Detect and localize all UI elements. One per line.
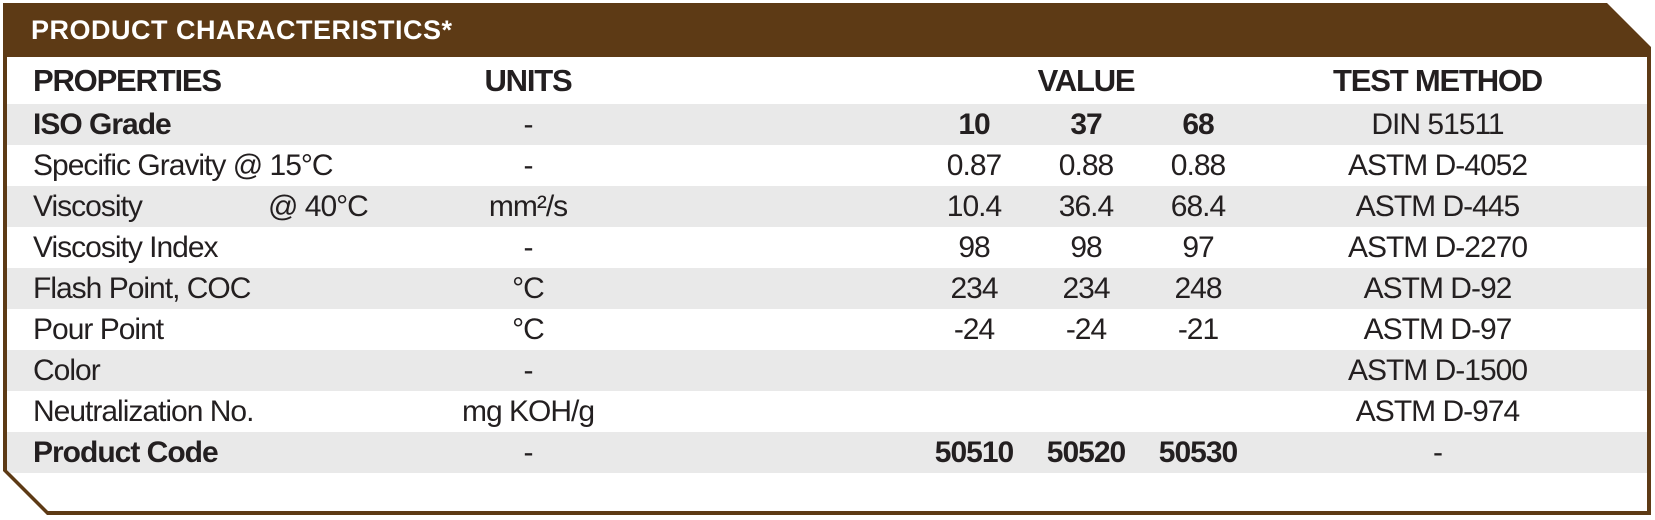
test-method-cell: ASTM D-97	[1363, 312, 1512, 346]
value-cell-grade-1: 0.87	[946, 148, 1002, 182]
property-name: Viscosity Index	[33, 230, 218, 264]
units-cell: -	[523, 148, 533, 182]
table-row: Viscosity @ 40°C mm²/s 10.4 36.4 68.4 AS…	[7, 186, 1647, 227]
test-method-cell: ASTM D-974	[1355, 394, 1520, 428]
value-cell-grade-2: 37	[1070, 107, 1102, 141]
characteristics-table: PROPERTIES UNITS VALUE TEST METHOD ISO G…	[7, 57, 1647, 511]
property-cell: Color	[33, 354, 393, 388]
test-method-cell: ASTM D-92	[1363, 271, 1512, 305]
value-cell-grade-2: 234	[1062, 271, 1110, 305]
test-method-cell: ASTM D-2270	[1347, 230, 1528, 264]
value-cell-grade-3: 68.4	[1170, 189, 1226, 223]
value-cell-grade-3: 97	[1182, 230, 1214, 264]
column-header-units: UNITS	[484, 62, 572, 98]
property-name: Product Code	[33, 435, 218, 469]
property-cell: Flash Point, COC	[33, 272, 393, 306]
test-method-cell: -	[1433, 435, 1442, 469]
value-cell-grade-3: 50530	[1158, 435, 1238, 469]
table-row: ISO Grade - 10 37 68 DIN 51511	[7, 104, 1647, 145]
property-name: Pour Point	[33, 312, 164, 346]
property-cell: ISO Grade	[33, 108, 393, 142]
property-name: Neutralization No.	[33, 394, 254, 428]
property-condition: @ 40°C	[268, 189, 368, 223]
units-cell: -	[523, 230, 533, 264]
test-method-cell: ASTM D-4052	[1347, 148, 1528, 182]
units-cell: °C	[512, 271, 544, 305]
column-header-properties: PROPERTIES	[33, 62, 221, 98]
property-cell: Specific Gravity @ 15°C	[33, 149, 393, 183]
units-cell: mm²/s	[488, 189, 568, 223]
value-cell-grade-1: 98	[958, 230, 990, 264]
property-cell: Pour Point	[33, 313, 393, 347]
value-cell-grade-3: -21	[1177, 312, 1219, 346]
value-cell-grade-1: 50510	[934, 435, 1014, 469]
column-header-test-method: TEST METHOD	[1333, 62, 1542, 98]
property-name: Flash Point, COC	[33, 271, 251, 305]
panel-header-bar: PRODUCT CHARACTERISTICS*	[3, 3, 1651, 57]
table-row: Neutralization No. mg KOH/g ASTM D-974	[7, 391, 1647, 432]
table-row: Color - ASTM D-1500	[7, 350, 1647, 391]
value-cell-grade-2: 36.4	[1058, 189, 1114, 223]
value-cell-grade-3: 68	[1182, 107, 1214, 141]
table-header-row: PROPERTIES UNITS VALUE TEST METHOD	[7, 57, 1647, 104]
test-method-cell: ASTM D-445	[1355, 189, 1520, 223]
units-cell: mg KOH/g	[461, 394, 595, 428]
property-name: Color	[33, 353, 100, 387]
units-cell: -	[523, 435, 533, 469]
property-cell: Viscosity @ 40°C	[33, 190, 393, 224]
value-cell-grade-1: 10.4	[946, 189, 1002, 223]
units-cell: -	[523, 353, 533, 387]
panel-title: PRODUCT CHARACTERISTICS*	[31, 14, 453, 45]
value-cell-grade-2: -24	[1065, 312, 1107, 346]
column-header-value: VALUE	[1037, 62, 1135, 98]
property-cell: Viscosity Index	[33, 231, 393, 265]
value-cell-grade-1: -24	[953, 312, 995, 346]
product-characteristics-panel: PRODUCT CHARACTERISTICS* PROPERTIES UNIT…	[3, 3, 1651, 515]
table-row: Specific Gravity @ 15°C - 0.87 0.88 0.88…	[7, 145, 1647, 186]
table-rows: ISO Grade - 10 37 68 DIN 51511 Specific …	[7, 104, 1647, 473]
property-name: Specific Gravity @ 15°C	[33, 148, 333, 182]
property-cell: Neutralization No.	[33, 395, 393, 429]
units-cell: °C	[512, 312, 544, 346]
test-method-cell: ASTM D-1500	[1347, 353, 1528, 387]
property-name: Viscosity	[33, 189, 142, 223]
value-cell-grade-3: 248	[1174, 271, 1222, 305]
table-row: Flash Point, COC °C 234 234 248 ASTM D-9…	[7, 268, 1647, 309]
value-cell-grade-2: 0.88	[1058, 148, 1114, 182]
property-cell: Product Code	[33, 436, 393, 470]
value-cell-grade-2: 98	[1070, 230, 1102, 264]
property-name: ISO Grade	[33, 107, 171, 141]
units-cell: -	[523, 107, 533, 141]
value-cell-grade-3: 0.88	[1170, 148, 1226, 182]
value-cell-grade-1: 10	[958, 107, 990, 141]
test-method-cell: DIN 51511	[1371, 107, 1504, 141]
table-row: Pour Point °C -24 -24 -21 ASTM D-97	[7, 309, 1647, 350]
value-cell-grade-2: 50520	[1046, 435, 1126, 469]
table-row: Viscosity Index - 98 98 97 ASTM D-2270	[7, 227, 1647, 268]
table-row: Product Code - 50510 50520 50530 -	[7, 432, 1647, 473]
value-cell-grade-1: 234	[950, 271, 998, 305]
